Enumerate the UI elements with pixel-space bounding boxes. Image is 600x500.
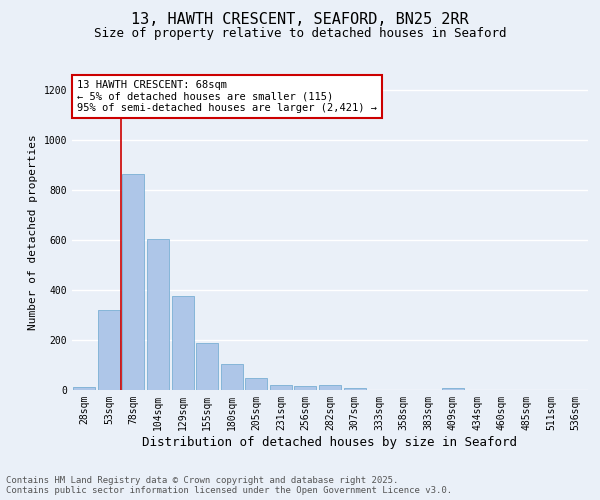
Y-axis label: Number of detached properties: Number of detached properties	[28, 134, 38, 330]
Bar	[172, 296, 194, 390]
Bar	[442, 388, 464, 390]
Bar	[73, 387, 95, 390]
Bar	[295, 386, 316, 390]
Bar	[344, 388, 365, 390]
Bar	[147, 239, 169, 390]
Text: Size of property relative to detached houses in Seaford: Size of property relative to detached ho…	[94, 28, 506, 40]
Text: 13, HAWTH CRESCENT, SEAFORD, BN25 2RR: 13, HAWTH CRESCENT, SEAFORD, BN25 2RR	[131, 12, 469, 28]
Bar	[270, 384, 292, 390]
Bar	[122, 174, 145, 390]
Bar	[319, 384, 341, 390]
Bar	[245, 378, 268, 390]
Bar	[221, 364, 243, 390]
Bar	[98, 310, 120, 390]
Bar	[196, 342, 218, 390]
X-axis label: Distribution of detached houses by size in Seaford: Distribution of detached houses by size …	[143, 436, 517, 448]
Text: Contains HM Land Registry data © Crown copyright and database right 2025.
Contai: Contains HM Land Registry data © Crown c…	[6, 476, 452, 495]
Text: 13 HAWTH CRESCENT: 68sqm
← 5% of detached houses are smaller (115)
95% of semi-d: 13 HAWTH CRESCENT: 68sqm ← 5% of detache…	[77, 80, 377, 113]
